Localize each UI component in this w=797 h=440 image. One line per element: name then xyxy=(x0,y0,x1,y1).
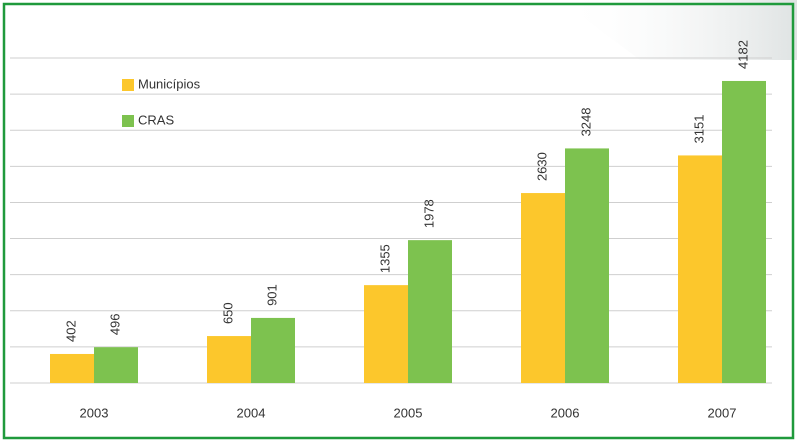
bar xyxy=(364,285,408,383)
data-label: 3248 xyxy=(578,108,593,137)
x-tick-label: 2007 xyxy=(708,405,737,420)
bar xyxy=(408,240,452,383)
data-label: 650 xyxy=(220,302,235,324)
data-label: 496 xyxy=(107,313,122,335)
bar xyxy=(207,336,251,383)
data-label: 3151 xyxy=(691,115,706,144)
bar xyxy=(565,148,609,383)
data-label: 901 xyxy=(264,284,279,306)
data-label: 4182 xyxy=(735,40,750,69)
x-tick-label: 2006 xyxy=(551,405,580,420)
data-label: 402 xyxy=(63,320,78,342)
bar xyxy=(722,80,766,383)
data-label: 2630 xyxy=(534,152,549,181)
x-tick-label: 2003 xyxy=(80,405,109,420)
data-label: 1978 xyxy=(421,199,436,228)
x-tick-label: 2004 xyxy=(237,405,266,420)
bar xyxy=(50,353,94,383)
bar xyxy=(94,347,138,383)
legend-label: Municípios xyxy=(138,76,201,91)
background-sheen xyxy=(560,0,797,60)
bar xyxy=(251,317,295,383)
legend-swatch xyxy=(122,115,134,127)
bar xyxy=(678,155,722,383)
legend-label: CRAS xyxy=(138,112,174,127)
data-label: 1355 xyxy=(377,244,392,273)
bar xyxy=(521,193,565,383)
legend-swatch xyxy=(122,79,134,91)
x-tick-label: 2005 xyxy=(394,405,423,420)
